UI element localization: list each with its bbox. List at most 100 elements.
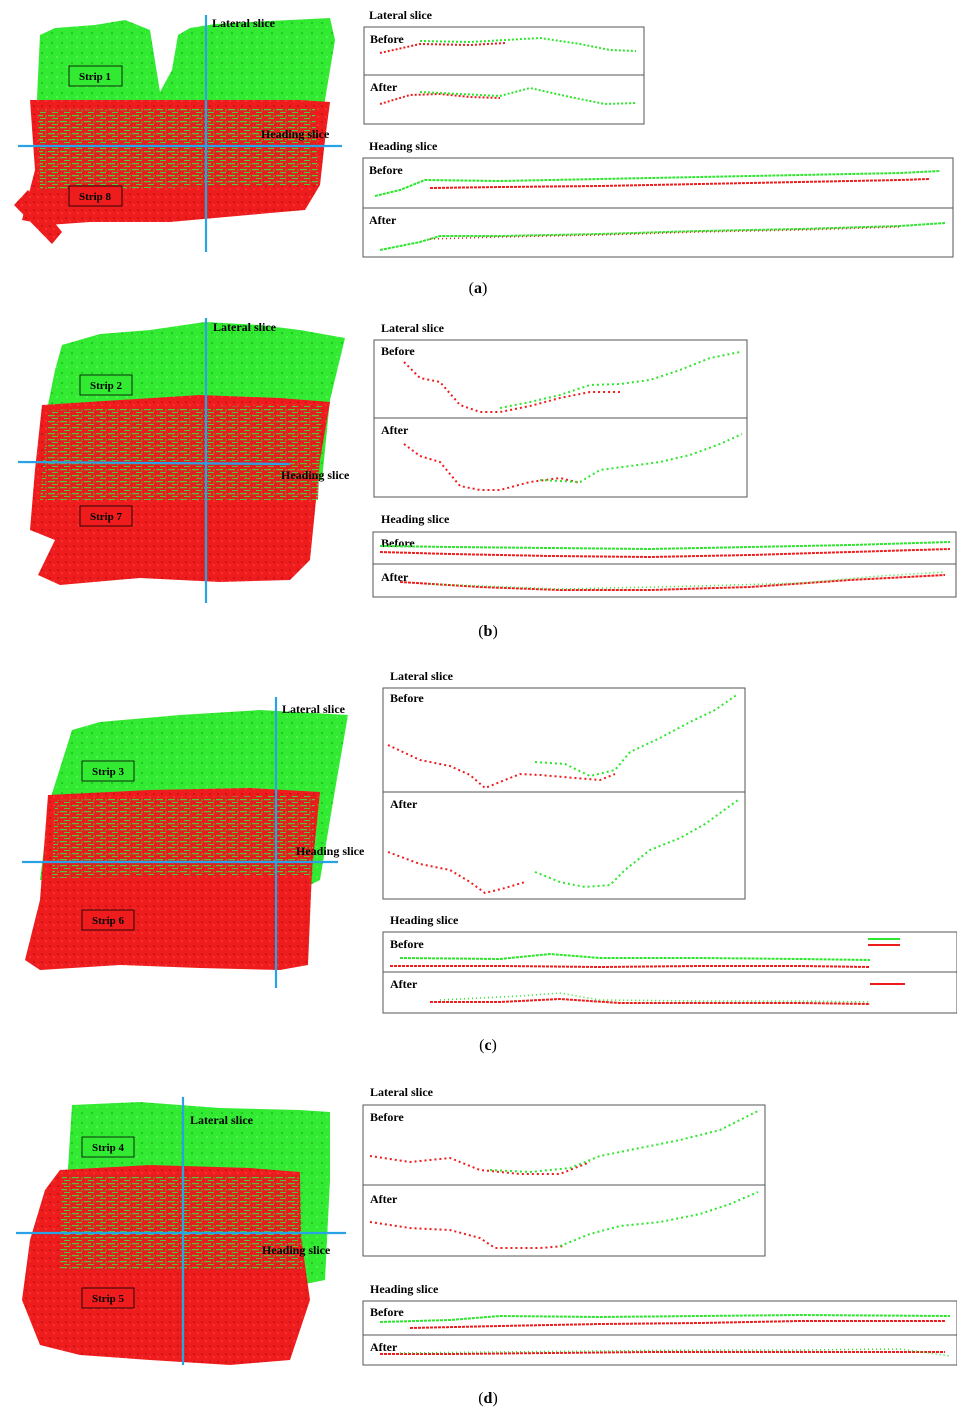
strip-label-box-d-bottom — [81, 1287, 135, 1309]
strip-label-a-top: Strip 1 — [79, 71, 111, 83]
strip-label-d-bottom: Strip 5 — [92, 1293, 125, 1305]
lateral-before-label-b: Before — [381, 344, 415, 358]
heading-slice-tag-b: Heading slice — [281, 468, 350, 482]
heading-slice-tag-a: Heading slice — [261, 127, 330, 141]
strip-label-box-b-bottom — [79, 505, 133, 527]
point-cloud-d: Strip 4 Strip 5 Lateral slice Heading sl… — [16, 1097, 346, 1365]
lateral-after-green-a — [419, 86, 637, 106]
lateral-after-label-b: After — [381, 423, 409, 437]
heading-before-green-c — [399, 952, 871, 961]
heading-before-frame-a — [362, 157, 954, 209]
strip-label-box-a-top — [68, 65, 123, 87]
strip-label-box-b-top — [79, 374, 133, 396]
heading-after-green-a — [379, 222, 946, 251]
lateral-slice-tag-d: Lateral slice — [190, 1113, 254, 1127]
lateral-before-red-b — [403, 361, 620, 413]
lateral-before-frame-a — [363, 26, 645, 76]
panel-caption-a: (a) — [469, 280, 488, 297]
heading-after-frame-a — [362, 207, 954, 258]
heading-slice-chart-c: Heading slice Before After — [382, 913, 957, 1014]
heading-before-label-a: Before — [369, 163, 403, 177]
strip-label-c-top: Strip 3 — [92, 766, 125, 778]
lateral-after-green-c — [534, 799, 739, 889]
red-fragment-a — [14, 190, 62, 244]
lateral-before-red-c — [387, 744, 616, 790]
lateral-before-green-c — [534, 693, 739, 778]
lateral-slice-tag-c: Lateral slice — [282, 702, 346, 716]
lateral-before-frame-b — [373, 339, 748, 419]
heading-after-red-c — [430, 997, 871, 1005]
heading-after-label-d: After — [370, 1340, 398, 1354]
heading-after-red-d — [380, 1351, 945, 1355]
heading-slice-tag-d: Heading slice — [262, 1243, 331, 1257]
lateral-after-frame-d — [362, 1184, 766, 1257]
lateral-after-frame-b — [373, 417, 748, 498]
strip-label-box-c-bottom — [81, 909, 135, 931]
lateral-before-green-d — [489, 1109, 761, 1174]
lateral-after-green-b — [539, 433, 743, 484]
lateral-slice-title-c: Lateral slice — [390, 669, 454, 683]
overlap-d — [60, 1175, 302, 1270]
overlap-a — [38, 108, 318, 190]
strip-label-box-a-bottom — [68, 185, 123, 207]
heading-after-label-c: After — [390, 977, 418, 991]
heading-after-green-c — [439, 992, 871, 1003]
heading-after-frame-c — [382, 971, 957, 1014]
heading-before-label-d: Before — [370, 1305, 404, 1319]
heading-after-label-b: After — [381, 570, 409, 584]
heading-slice-title-d: Heading slice — [370, 1282, 439, 1296]
lateral-slice-chart-b: Lateral slice Before After — [373, 321, 748, 498]
lateral-after-label-a: After — [370, 80, 398, 94]
lateral-before-green-a — [419, 36, 637, 52]
heading-before-red-c — [390, 965, 871, 969]
overlap-b — [40, 405, 322, 500]
strip-label-b-bottom: Strip 7 — [90, 511, 123, 523]
panel-caption-d: (d) — [478, 1390, 498, 1407]
heading-before-label-c: Before — [390, 937, 424, 951]
heading-after-green-b — [429, 571, 946, 590]
strip-label-b-top: Strip 2 — [90, 380, 123, 392]
lateral-slice-title-b: Lateral slice — [381, 321, 445, 335]
strip-label-d-top: Strip 4 — [92, 1142, 125, 1154]
lateral-before-label-c: Before — [390, 691, 424, 705]
panel-b: Strip 2 Strip 7 Lateral slice Heading sl… — [17, 318, 957, 640]
strip-label-box-d-top — [81, 1136, 135, 1158]
lateral-after-frame-c — [382, 791, 746, 900]
lateral-before-label-a: Before — [370, 32, 404, 46]
lateral-slice-chart-c: Lateral slice Before After — [382, 669, 746, 900]
heading-before-red-b — [379, 548, 951, 559]
lateral-slice-tag-b: Lateral slice — [213, 320, 277, 334]
heading-slice-chart-b: Heading slice Before After — [372, 512, 957, 598]
lateral-before-frame-d — [362, 1104, 766, 1186]
heading-slice-chart-d: Heading slice Before After — [362, 1282, 957, 1366]
lateral-slice-chart-d: Lateral slice Before After — [362, 1085, 766, 1257]
panel-caption-b: (b) — [478, 623, 498, 640]
heading-slice-title-b: Heading slice — [381, 512, 450, 526]
lateral-slice-chart-a: Lateral slice Before After — [363, 8, 645, 125]
point-cloud-b: Strip 2 Strip 7 Lateral slice Heading sl… — [17, 318, 350, 603]
heading-after-label-a: After — [369, 213, 397, 227]
lateral-after-label-c: After — [390, 797, 418, 811]
lateral-before-frame-c — [382, 687, 746, 793]
heading-slice-tag-c: Heading slice — [296, 844, 365, 858]
lateral-after-label-d: After — [370, 1192, 398, 1206]
lateral-slice-title-d: Lateral slice — [370, 1085, 434, 1099]
lateral-after-green-d — [559, 1191, 759, 1247]
heading-before-red-d — [409, 1320, 945, 1329]
heading-after-red-a — [429, 226, 901, 240]
heading-before-frame-d — [362, 1300, 957, 1336]
overlap-c — [52, 795, 315, 878]
strip-label-c-bottom: Strip 6 — [92, 915, 125, 927]
lateral-before-red-d — [369, 1155, 591, 1175]
panel-caption-c: (c) — [479, 1037, 497, 1054]
heading-before-label-b: Before — [381, 536, 415, 550]
point-cloud-a: Strip 1 Strip 8 Lateral slice Heading sl… — [14, 15, 342, 252]
heading-slice-title-a: Heading slice — [369, 139, 438, 153]
lateral-before-red-a — [379, 42, 506, 54]
heading-before-green-d — [379, 1313, 951, 1323]
panel-a: Strip 1 Strip 8 Lateral slice Heading sl… — [14, 8, 954, 297]
panel-c: Strip 3 Strip 6 Lateral slice Heading sl… — [22, 669, 957, 1054]
heading-after-green-d — [399, 1348, 951, 1357]
panel-d: Strip 4 Strip 5 Lateral slice Heading sl… — [16, 1085, 957, 1407]
heading-before-green-a — [374, 170, 941, 197]
